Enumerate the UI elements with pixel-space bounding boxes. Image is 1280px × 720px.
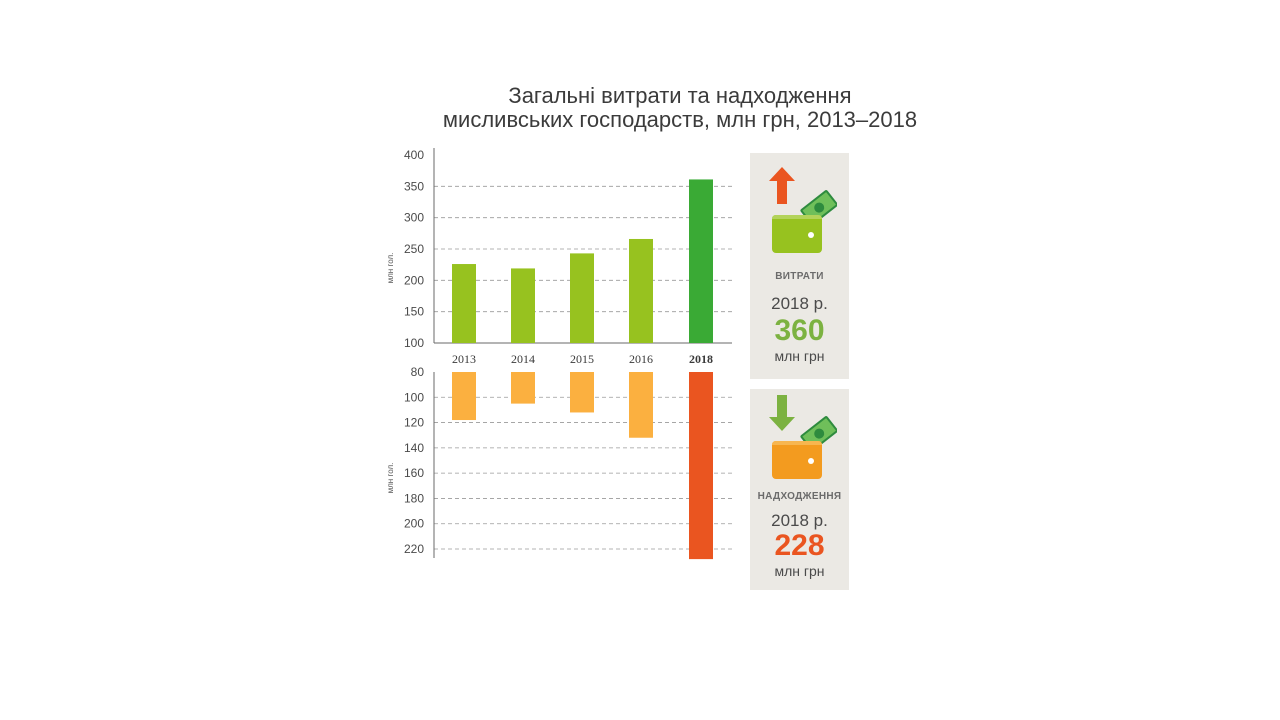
expenses-panel: ВИТРАТИ 2018 р. 360 млн грн <box>750 153 849 379</box>
income-unit: млн грн <box>774 563 825 579</box>
x-tick-label: 2014 <box>511 352 535 366</box>
income-panel: НАДХОДЖЕННЯ 2018 р. 228 млн грн <box>750 389 849 590</box>
y-tick-label-top: 300 <box>404 211 424 225</box>
income-year: 2018 р. <box>771 511 828 530</box>
expenses-unit: млн грн <box>774 348 825 364</box>
bar-bottom-2018 <box>689 372 713 560</box>
x-tick-label: 2013 <box>452 352 476 366</box>
expenses-year: 2018 р. <box>771 294 828 313</box>
y-axis-label-top: млн гол. <box>386 253 395 284</box>
x-tick-label: 2016 <box>629 352 653 366</box>
y-tick-label-bottom: 180 <box>404 491 424 505</box>
wallet-down-icon <box>769 395 837 479</box>
bar-top-2013 <box>452 264 476 343</box>
y-tick-label-bottom: 120 <box>404 416 424 430</box>
y-tick-label-bottom: 220 <box>404 542 424 556</box>
bar-bottom-2015 <box>570 372 594 413</box>
x-tick-label: 2015 <box>570 352 594 366</box>
y-tick-label-top: 400 <box>404 148 424 162</box>
bar-top-2014 <box>511 268 535 343</box>
x-tick-label: 2018 <box>689 352 713 366</box>
y-tick-label-bottom: 160 <box>404 466 424 480</box>
bar-bottom-2016 <box>629 372 653 438</box>
expenses-label: ВИТРАТИ <box>775 271 824 282</box>
y-tick-label-top: 100 <box>404 336 424 350</box>
bar-bottom-2014 <box>511 372 535 404</box>
bar-top-2018 <box>689 179 713 343</box>
chart-title-line1: Загальні витрати та надходження <box>508 83 852 108</box>
y-tick-label-top: 200 <box>404 273 424 287</box>
bar-bottom-2013 <box>452 372 476 421</box>
y-tick-label-bottom: 80 <box>411 365 425 379</box>
y-tick-label-top: 350 <box>404 179 424 193</box>
y-tick-label-bottom: 140 <box>404 441 424 455</box>
bar-top-2015 <box>570 253 594 343</box>
income-label: НАДХОДЖЕННЯ <box>757 491 842 502</box>
y-tick-label-bottom: 200 <box>404 517 424 531</box>
y-tick-label-bottom: 100 <box>404 390 424 404</box>
y-tick-label-top: 250 <box>404 242 424 256</box>
chart-title-line2: мисливських господарств, млн грн, 2013–2… <box>442 107 918 132</box>
bar-top-2016 <box>629 238 653 343</box>
bar-chart: 100 150 200 250 300 350 400 2013 2014 2015 2016 201… <box>386 148 732 560</box>
wallet-up-icon <box>769 167 837 253</box>
expenses-value: 360 <box>774 314 825 347</box>
income-value: 228 <box>774 529 825 562</box>
y-axis-label-bottom: млн гол. <box>386 463 395 494</box>
y-tick-label-top: 150 <box>404 305 424 319</box>
